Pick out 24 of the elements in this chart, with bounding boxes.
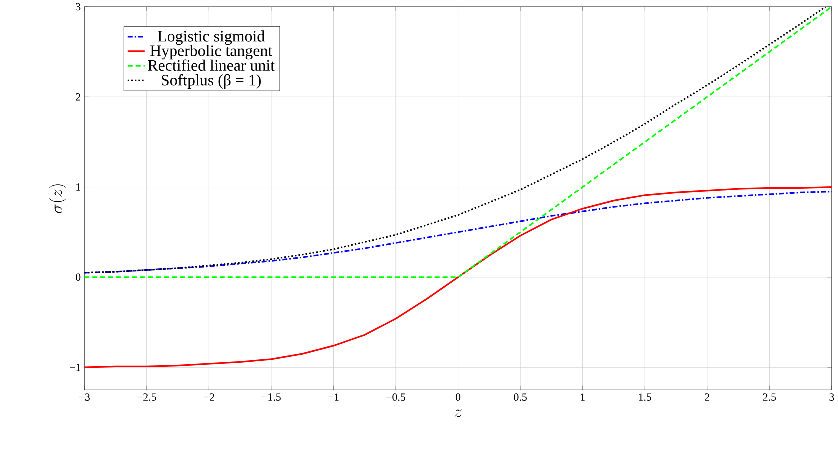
legend-label: Rectified linear unit xyxy=(148,60,275,72)
x-tick-label: −2 xyxy=(204,394,214,401)
x-tick-label: 3 xyxy=(830,394,834,402)
x-tick-label: 1.5 xyxy=(639,394,652,402)
x-tick-label: 1 xyxy=(581,394,585,401)
x-tick-label: −3 xyxy=(79,394,90,402)
legend-label: Hyperbolic tangent xyxy=(150,45,273,60)
x-tick-label: 2 xyxy=(705,394,710,401)
x-tick-label: −0.5 xyxy=(386,394,406,402)
x-tick-label: −2.5 xyxy=(137,394,156,402)
x-tick-label: 0.5 xyxy=(514,394,527,402)
y-axis-title: $\sigma(z)$ xyxy=(49,184,67,214)
legend-label: Logistic sigmoid xyxy=(158,30,265,46)
x-axis-title: $z$ xyxy=(454,410,462,418)
y-tick-label: 0 xyxy=(76,274,81,282)
y-tick-label: 1 xyxy=(76,184,80,191)
x-tick-label: 0 xyxy=(456,394,461,402)
legend-label: Softplus (β = 1) xyxy=(162,74,261,90)
y-tick-label: 2 xyxy=(76,94,80,101)
x-tick-label: −1 xyxy=(328,394,339,401)
y-tick-label: 3 xyxy=(76,3,81,11)
x-tick-label: 2.5 xyxy=(763,394,776,402)
y-tick-label: −1 xyxy=(70,364,80,372)
x-tick-label: −1.5 xyxy=(262,394,281,402)
